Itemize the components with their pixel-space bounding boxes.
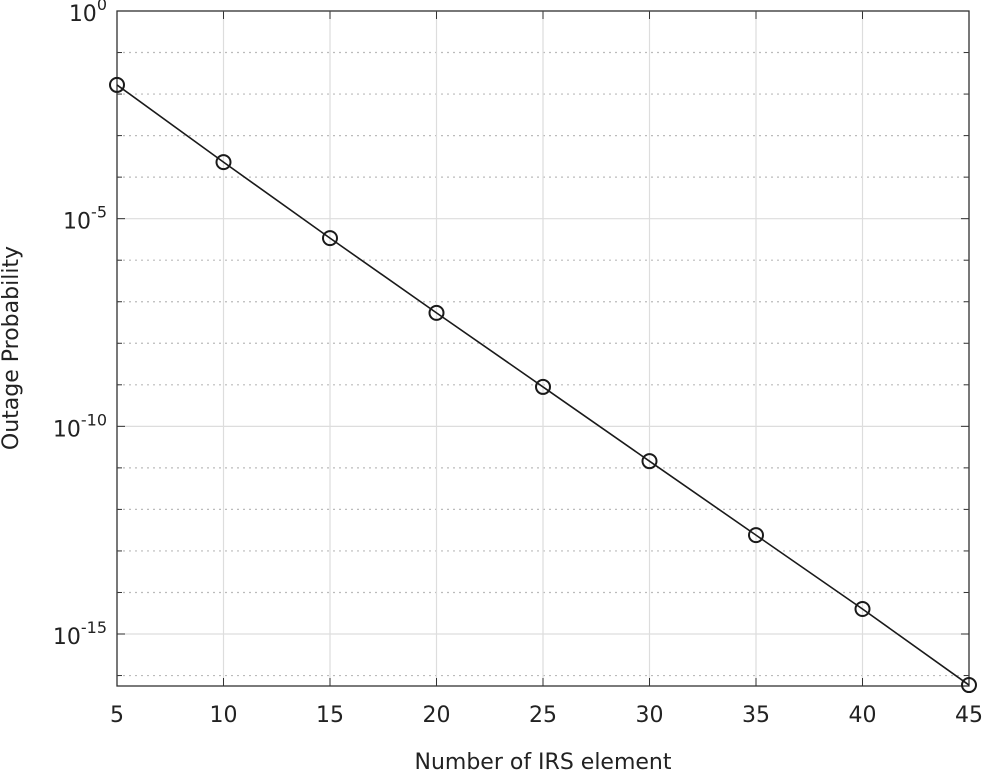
data-point (428, 304, 445, 321)
x-tick-label: 5 (110, 703, 124, 728)
y-axis-label: Outage Probability (0, 246, 24, 450)
data-point (535, 378, 551, 395)
data-point (322, 230, 338, 247)
data-point (961, 677, 977, 694)
x-tick-label: 15 (316, 703, 344, 728)
y-tick-label: 10-10 (53, 410, 107, 443)
x-tick-label: 40 (849, 703, 877, 728)
data-point (854, 601, 871, 618)
y-tick-label: 10-15 (53, 618, 107, 651)
y-tick-label: 10-5 (63, 202, 107, 235)
y-tick-label: 100 (69, 0, 107, 27)
plot-frame (116, 10, 970, 687)
x-tick-label: 45 (955, 703, 983, 728)
x-tick-label: 10 (210, 703, 238, 728)
data-point (215, 154, 232, 171)
data-point (748, 527, 764, 544)
data-point (109, 76, 125, 93)
x-tick-label: 20 (423, 703, 451, 728)
data-point (641, 453, 658, 470)
data-line (116, 84, 970, 686)
x-tick-label: 25 (529, 703, 557, 728)
x-tick-label: 35 (742, 703, 770, 728)
x-axis-label: Number of IRS element (414, 750, 671, 774)
x-tick-label: 30 (636, 703, 664, 728)
